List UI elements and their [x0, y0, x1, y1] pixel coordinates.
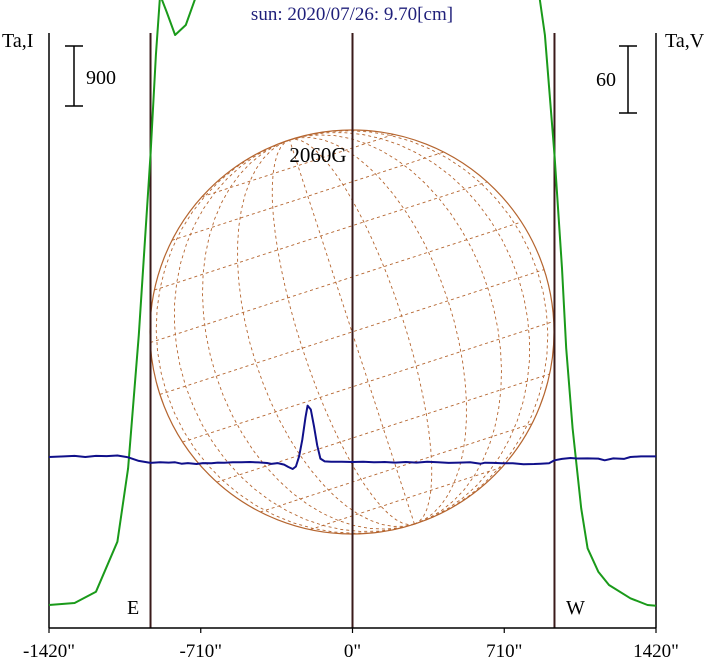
- disk-longitude-line: [271, 139, 415, 526]
- disk-longitude-line: [202, 139, 415, 530]
- right-scale-value: 60: [596, 69, 616, 91]
- disk-latitude-line: [216, 373, 550, 483]
- disk-latitude-line: [260, 423, 533, 513]
- disk-latitude-line: [154, 181, 488, 291]
- x-tick-label: -710": [179, 641, 222, 662]
- x-tick-label: 0": [344, 641, 361, 662]
- west-limb-label: W: [566, 597, 585, 619]
- disk-longitude-line: [155, 139, 415, 534]
- x-axis-ticks: -1420" -710" 0" 710" 1420": [23, 628, 679, 662]
- disk-longitude-line: [289, 130, 549, 525]
- right-axis-label: Ta,V: [665, 30, 705, 52]
- left-axis-label: Ta,I: [2, 30, 33, 52]
- disk-longitude-line: [237, 139, 415, 527]
- x-tick-label: 1420": [633, 641, 679, 662]
- right-scale-bar: [619, 45, 637, 114]
- disk-latitude-line: [309, 466, 503, 531]
- disk-longitude-line: [289, 132, 530, 525]
- x-tick-label: 710": [486, 641, 522, 662]
- peak-annotation: 2060G: [289, 143, 346, 167]
- disk-longitude-line: [174, 139, 415, 532]
- disk-longitude-line: [289, 134, 502, 525]
- disk-latitude-line: [182, 320, 554, 443]
- left-scale-value: 900: [86, 67, 116, 89]
- limb-and-center-lines: [149, 33, 556, 628]
- intensity-curve: [48, 0, 657, 607]
- disk-longitude-line: [289, 137, 467, 525]
- chart-title: sun: 2020/07/26: 9.70[cm]: [251, 4, 453, 25]
- disk-longitude-line: [289, 138, 433, 525]
- east-limb-label: E: [127, 597, 139, 619]
- left-scale-bar: [65, 45, 83, 107]
- x-tick-label: -1420": [23, 641, 75, 662]
- polarization-curve: [48, 404, 656, 470]
- series-layer: [48, 0, 657, 607]
